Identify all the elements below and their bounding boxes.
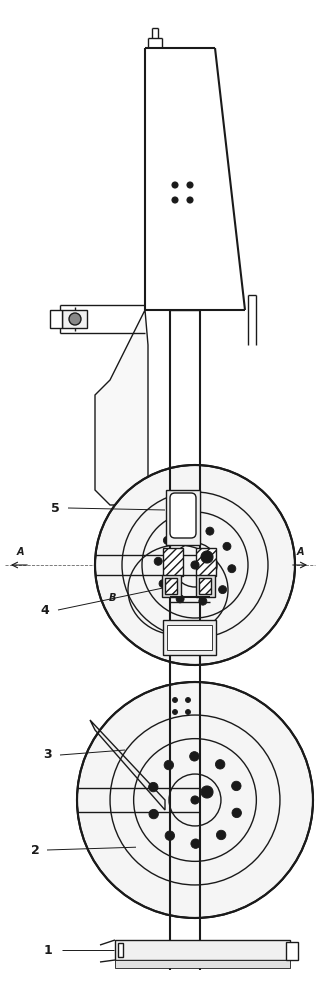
Text: A: A	[16, 547, 24, 557]
Circle shape	[183, 525, 191, 533]
Bar	[50, 310, 62, 328]
Bar	[163, 620, 216, 655]
Circle shape	[190, 752, 199, 761]
Bar	[166, 490, 200, 545]
Circle shape	[201, 786, 213, 798]
Text: B: B	[108, 593, 116, 603]
Circle shape	[223, 542, 231, 550]
Circle shape	[206, 527, 214, 535]
Circle shape	[172, 197, 178, 203]
Circle shape	[201, 551, 213, 563]
Text: 2: 2	[31, 844, 39, 856]
Circle shape	[77, 682, 313, 918]
Circle shape	[185, 698, 190, 702]
Circle shape	[149, 782, 158, 792]
Polygon shape	[95, 310, 148, 505]
Circle shape	[191, 796, 199, 804]
Circle shape	[232, 808, 242, 818]
Text: 4: 4	[41, 603, 49, 616]
Circle shape	[191, 561, 199, 569]
Circle shape	[199, 597, 207, 605]
Circle shape	[185, 710, 190, 714]
Circle shape	[159, 580, 167, 588]
Circle shape	[216, 830, 226, 840]
Circle shape	[191, 839, 200, 848]
Circle shape	[69, 313, 81, 325]
Polygon shape	[90, 720, 165, 810]
Bar	[286, 942, 298, 960]
Text: 1: 1	[44, 944, 52, 956]
Text: 5: 5	[51, 502, 59, 514]
FancyBboxPatch shape	[170, 493, 196, 538]
Bar	[167, 625, 212, 650]
Bar	[115, 940, 290, 960]
Circle shape	[176, 595, 184, 603]
Bar	[62, 310, 87, 328]
Circle shape	[187, 182, 193, 188]
Bar	[118, 943, 123, 957]
Bar	[163, 548, 183, 576]
Bar	[165, 578, 177, 594]
Circle shape	[219, 586, 227, 594]
Circle shape	[165, 831, 174, 840]
Bar	[162, 575, 181, 597]
Bar	[199, 578, 211, 594]
Circle shape	[231, 781, 241, 791]
Circle shape	[172, 182, 178, 188]
Bar	[115, 960, 290, 968]
Circle shape	[228, 565, 236, 573]
Circle shape	[172, 698, 177, 702]
Circle shape	[163, 536, 171, 544]
Circle shape	[95, 465, 295, 665]
Text: 3: 3	[44, 748, 52, 762]
Bar	[196, 575, 215, 597]
Circle shape	[154, 557, 162, 565]
Circle shape	[215, 760, 225, 769]
Circle shape	[187, 197, 193, 203]
Circle shape	[149, 809, 158, 819]
Circle shape	[172, 710, 177, 714]
Text: A: A	[296, 547, 304, 557]
Bar	[196, 548, 216, 576]
Circle shape	[164, 760, 173, 770]
